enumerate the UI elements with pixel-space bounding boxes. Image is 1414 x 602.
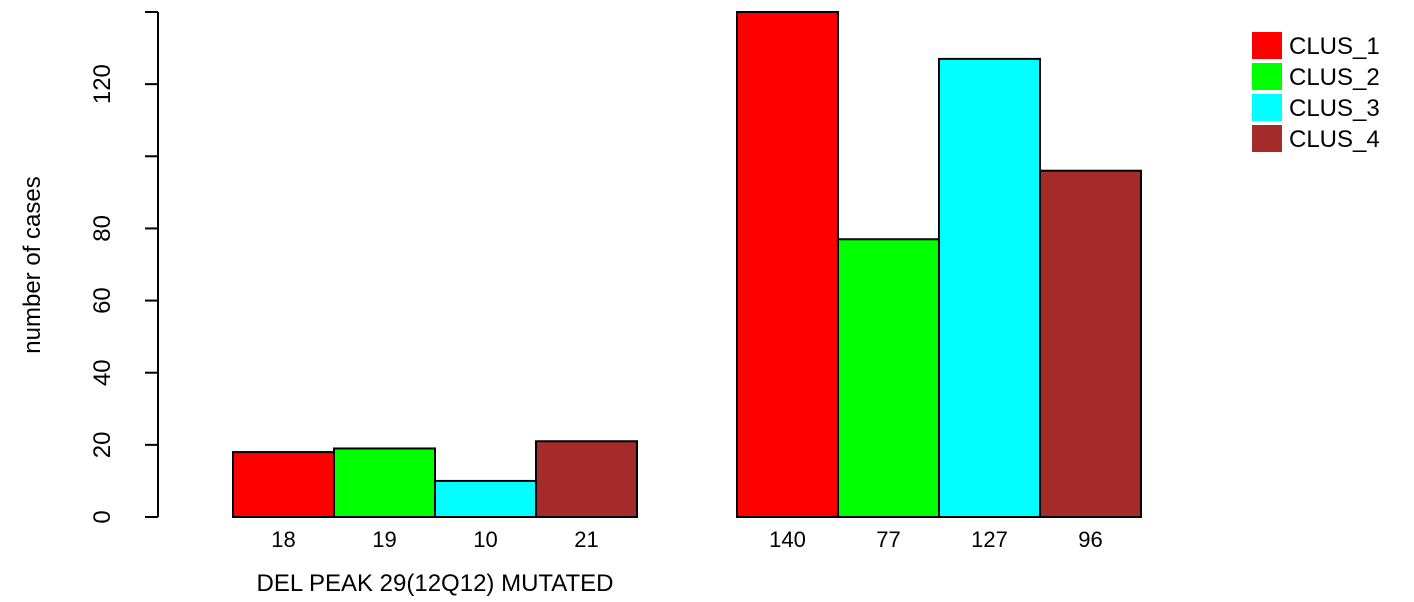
legend: CLUS_1 CLUS_2 CLUS_3 CLUS_4 [1252,32,1380,153]
bar-value-label: 19 [372,527,396,552]
bar-1-clus_1 [232,451,335,519]
legend-swatch-clus_1 [1252,32,1282,59]
group-label-1: DEL PEAK 29(12Q12) MUTATED [257,570,614,597]
bar-1-clus_3 [434,479,537,518]
y-tick-label: 60 [89,287,116,314]
y-tick-label: 80 [89,215,116,242]
bar-2-clus_2 [837,238,940,518]
legend-label: CLUS_1 [1289,33,1380,60]
legend-label: CLUS_3 [1289,95,1380,122]
y-tick-label: 20 [89,432,116,459]
legend-label: CLUS_2 [1289,64,1380,91]
bar-value-label: 21 [574,527,598,552]
legend-swatch-clus_2 [1252,63,1282,90]
bar-2-clus_4 [1039,169,1142,518]
bar-value-label: 140 [769,527,806,552]
y-axis-label: number of cases [19,176,46,353]
y-tick-label: 0 [89,510,116,523]
bar-2-clus_3 [938,57,1041,519]
y-axis: 0 20 40 60 80 120 [89,11,159,524]
bar-value-label: 96 [1078,527,1102,552]
bar-1-clus_2 [333,447,436,519]
bar-value-label: 77 [876,527,900,552]
legend-label: CLUS_4 [1289,126,1380,153]
y-tick-label: 40 [89,359,116,386]
legend-swatch-clus_4 [1252,125,1282,152]
bars [232,11,1142,519]
value-labels: 18 19 10 21 140 77 127 96 [271,527,1102,552]
bar-2-clus_1 [736,11,839,518]
bar-value-label: 127 [971,527,1008,552]
bar-value-label: 18 [271,527,295,552]
legend-swatch-clus_3 [1252,94,1282,121]
bar-1-clus_4 [535,440,638,518]
bar-value-label: 10 [473,527,497,552]
y-tick-label: 120 [89,64,116,104]
